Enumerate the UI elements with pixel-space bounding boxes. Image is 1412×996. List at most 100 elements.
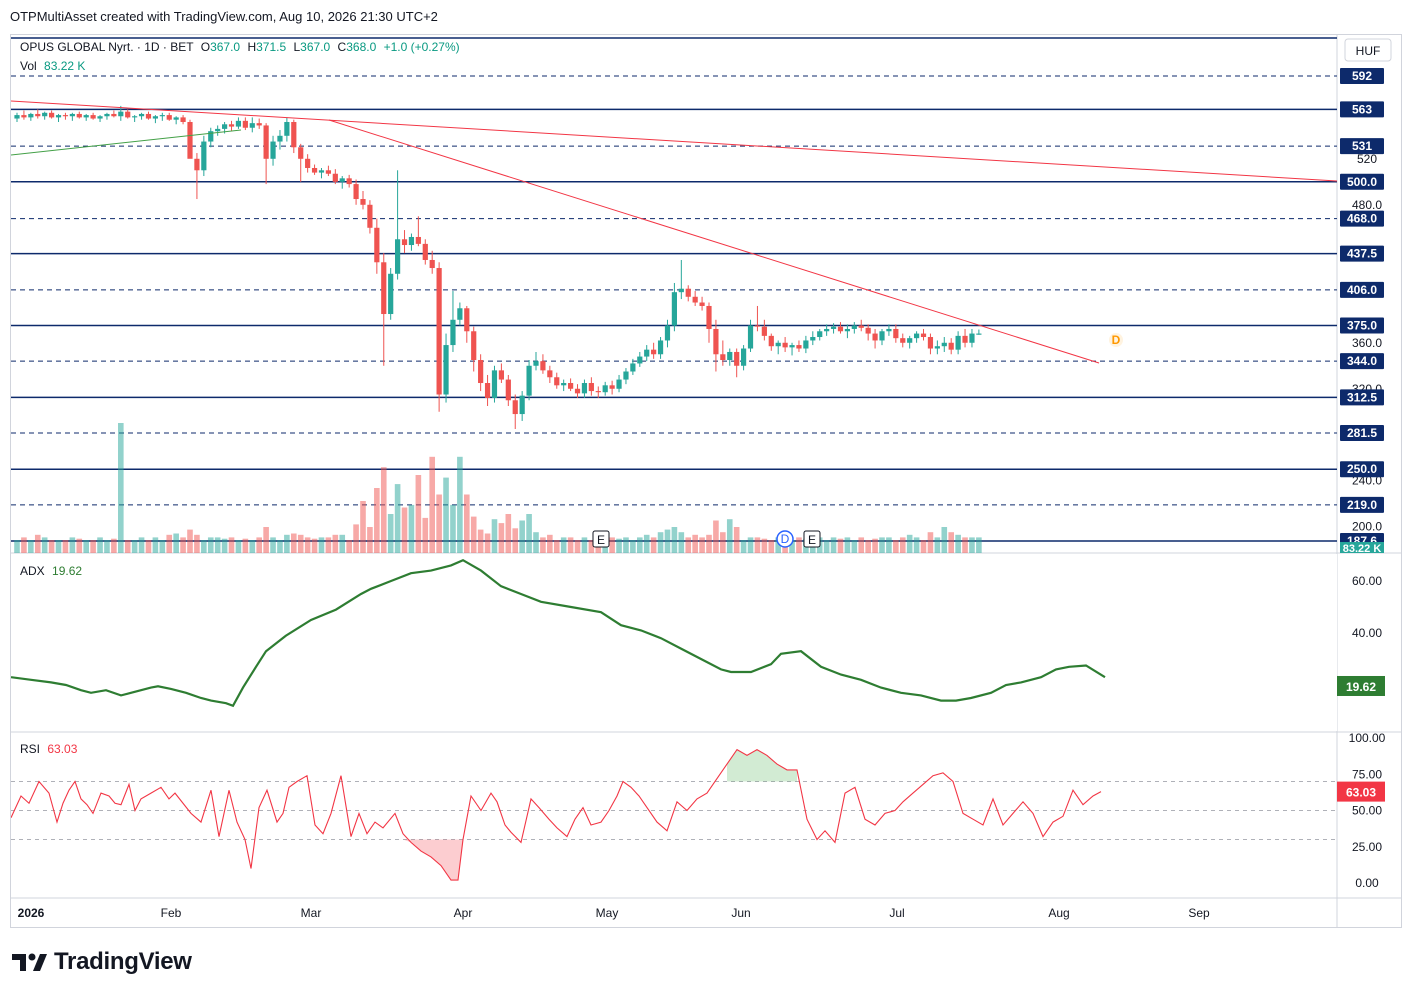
candle-body — [713, 328, 719, 355]
tradingview-footer[interactable]: TradingView — [12, 948, 192, 976]
volume-bar — [830, 537, 837, 553]
level-label: 281.5 — [1347, 426, 1377, 440]
volume-bar — [28, 540, 34, 553]
symbol-name[interactable]: OPUS GLOBAL Nyrt. · 1D · BET — [20, 40, 194, 54]
candle-body — [215, 128, 221, 132]
volume-legend: Vol 83.22 K — [20, 59, 85, 73]
volume-bar — [429, 456, 435, 553]
volume-bar — [339, 534, 346, 553]
volume-label[interactable]: Vol — [20, 59, 37, 73]
candle-body — [332, 173, 338, 182]
candle-body — [83, 115, 89, 118]
candle-body — [734, 351, 740, 366]
candle-body — [810, 337, 816, 341]
time-axis-label: 2026 — [18, 906, 45, 920]
adx-tick-label: 40.00 — [1352, 626, 1382, 640]
candle-body — [111, 113, 117, 117]
rsi-tick-label: 50.00 — [1352, 804, 1382, 818]
time-axis-label: Jun — [731, 906, 750, 920]
adx-line — [10, 558, 1106, 708]
volume-bar — [332, 534, 339, 553]
volume-bar — [221, 538, 228, 553]
candle-body — [588, 383, 594, 392]
rsi-oversold-fill — [395, 839, 463, 881]
rsi-label[interactable]: RSI — [20, 742, 41, 756]
candle-body — [173, 117, 179, 120]
low-value: 367.0 — [300, 40, 331, 54]
candle-body — [118, 111, 124, 117]
volume-bar — [228, 537, 235, 553]
volume-bar — [443, 477, 449, 553]
volume-bar — [858, 537, 865, 553]
candle-body — [242, 120, 248, 128]
adx-tick-label: 60.00 — [1352, 574, 1382, 588]
trendline-long — [10, 100, 1338, 182]
volume-bar — [754, 537, 761, 553]
candle-body — [547, 370, 553, 378]
currency-box — [1344, 38, 1392, 62]
candle-body — [637, 356, 643, 364]
volume-bar — [920, 540, 927, 553]
candle-body — [104, 113, 110, 117]
chart-frame[interactable]: HUF520480.0360.0320.0240.0200.0187.65925… — [10, 34, 1402, 928]
volume-bar — [837, 538, 844, 553]
upcoming-dividend-label: D — [1112, 333, 1121, 347]
volume-bar — [484, 533, 491, 553]
high-value: 371.5 — [256, 40, 287, 54]
candle-body — [948, 342, 954, 350]
candle-body — [512, 400, 518, 415]
candle-body — [194, 158, 200, 171]
candle-body — [132, 116, 138, 118]
candle-body — [166, 115, 172, 120]
candle-body — [360, 199, 366, 205]
candle-body — [720, 354, 726, 361]
volume-bar — [955, 534, 961, 553]
volume-bar — [118, 423, 124, 553]
candle-body — [699, 302, 705, 306]
candle-body — [35, 113, 41, 117]
candle-body — [249, 123, 255, 128]
volume-bar — [747, 537, 754, 553]
volume-bar — [346, 540, 352, 553]
rsi-tick-label: 0.00 — [1355, 876, 1379, 890]
candle-body — [664, 325, 671, 341]
volume-bar — [387, 514, 394, 553]
volume-bar — [685, 537, 692, 553]
volume-bar — [277, 540, 283, 553]
candle-body — [837, 326, 844, 332]
chart-canvas[interactable]: HUF520480.0360.0320.0240.0200.0187.65925… — [10, 35, 1401, 927]
trendline-ascending — [10, 129, 242, 156]
time-axis-label: Aug — [1048, 906, 1069, 920]
candle-body — [436, 268, 442, 395]
volume-bar — [609, 537, 615, 553]
candle-body — [741, 348, 747, 366]
volume-bar — [470, 516, 477, 553]
candle-body — [900, 338, 906, 343]
volume-bar — [789, 540, 795, 553]
trendline-descending — [328, 119, 1100, 364]
volume-bar — [796, 537, 802, 553]
level-label-box — [1340, 425, 1384, 442]
candle-body — [644, 349, 650, 357]
volume-bar — [76, 538, 83, 553]
level-label: 531 — [1352, 139, 1372, 153]
level-label-box — [1340, 317, 1384, 334]
candle-body — [263, 125, 269, 159]
candle-body — [775, 342, 781, 347]
level-label-box — [1340, 353, 1384, 370]
candle-body — [353, 184, 359, 200]
candle-body — [526, 365, 532, 396]
volume-bar — [104, 540, 110, 553]
time-axis-label: Sep — [1188, 906, 1210, 920]
candle-body — [768, 335, 774, 347]
candle-body — [761, 326, 767, 336]
candle-body — [443, 345, 449, 395]
volume-bar — [291, 533, 297, 553]
chart-background — [11, 35, 1401, 927]
volume-bar — [41, 537, 48, 553]
attribution: OTPMultiAsset created with TradingView.c… — [10, 9, 438, 24]
adx-label[interactable]: ADX — [20, 564, 45, 578]
volume-bar — [422, 517, 429, 553]
volume-bar — [588, 540, 595, 553]
candle-body — [450, 319, 456, 346]
